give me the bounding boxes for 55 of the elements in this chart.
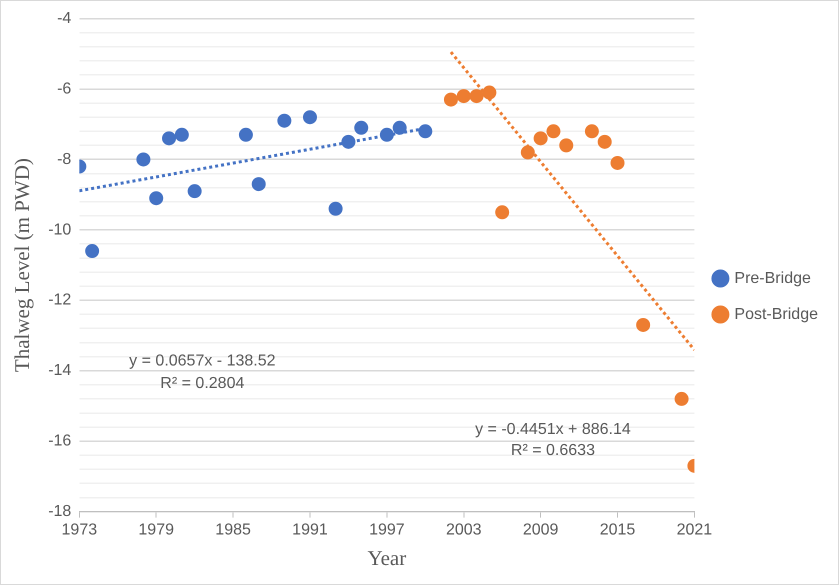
legend-label: Post-Bridge [734,306,818,323]
x-tick-label: 2015 [600,522,636,539]
point [674,392,689,406]
point [495,205,510,220]
point [328,202,343,216]
point [584,124,599,138]
y-axis-title: Thalweg Level (m PWD) [10,158,34,372]
point [341,134,356,149]
x-tick-label: 1997 [369,522,405,539]
x-tick-label: 1985 [215,522,251,539]
point [354,120,368,135]
point [610,156,625,170]
annotation: y = -0.4451x + 886.14 [475,421,631,438]
annotation: y = 0.0657x - 138.52 [129,352,276,370]
legend-label: Pre-Bridge [734,270,811,287]
y-tick-label: -4 [57,10,72,28]
point [559,138,574,152]
point [238,128,253,142]
x-tick-label: 2009 [522,522,559,539]
point [136,152,150,166]
point [456,89,471,104]
y-tick-label: -12 [48,292,72,309]
x-tick-label: 2021 [676,522,712,539]
point [598,134,612,149]
point [162,131,176,146]
annotation: R² = 0.6633 [510,442,596,459]
point [520,145,535,160]
point [546,124,560,138]
y-tick-label: -16 [48,432,72,450]
x-tick-label: 1973 [62,522,98,539]
point [188,184,202,198]
point [444,92,458,107]
x-tick-label: 2003 [446,522,482,539]
point [470,89,484,104]
point [252,177,266,192]
point [380,128,394,142]
x-tick-label: 1991 [292,522,328,539]
y-tick-label: -6 [57,80,72,98]
y-tick-label: -10 [48,221,72,238]
point [85,244,100,258]
point [149,191,164,206]
point [174,128,189,142]
annotation: R² = 0.2804 [160,374,244,392]
point [636,318,650,332]
y-tick-label: -18 [48,503,72,520]
x-tick-label: 1979 [138,522,174,539]
point [277,114,292,128]
point [534,131,548,146]
x-axis-title: Year [368,546,406,570]
point [418,124,432,138]
point [392,120,407,135]
point [482,86,496,100]
point [302,110,317,124]
y-tick-label: -8 [57,150,72,168]
y-tick-label: -14 [48,362,72,380]
